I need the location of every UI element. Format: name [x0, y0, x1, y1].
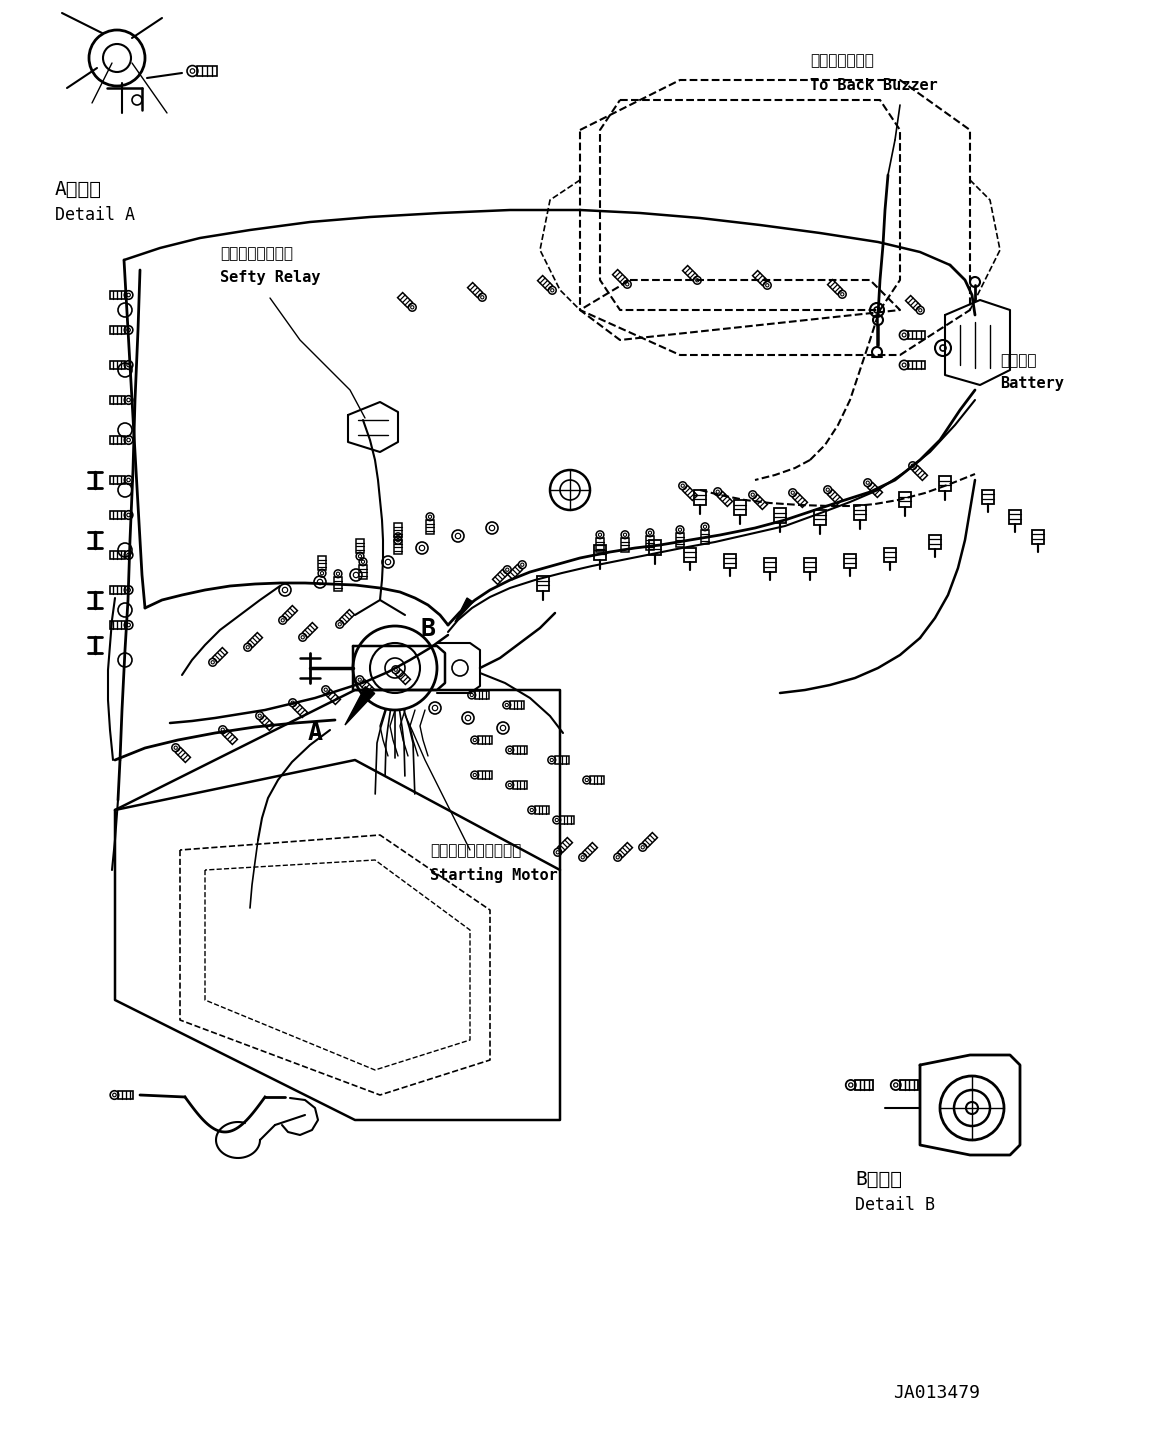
Polygon shape	[345, 687, 374, 724]
Text: To Back Buzzer: To Back Buzzer	[809, 78, 937, 92]
Text: A　詳細: A 詳細	[55, 180, 102, 199]
Text: セーフティリレー: セーフティリレー	[220, 245, 293, 261]
Text: B　詳細: B 詳細	[855, 1170, 902, 1189]
Text: B: B	[420, 618, 435, 641]
Text: Detail B: Detail B	[855, 1196, 935, 1214]
Polygon shape	[455, 597, 473, 622]
Text: バッテリ: バッテリ	[1000, 354, 1036, 368]
Text: JA013479: JA013479	[893, 1384, 980, 1403]
Text: スターティングモータ: スターティングモータ	[430, 843, 521, 859]
Text: A: A	[308, 722, 323, 745]
Text: Sefty Relay: Sefty Relay	[220, 270, 320, 286]
Text: バックブザーへ: バックブザーへ	[809, 53, 873, 68]
Text: Detail A: Detail A	[55, 206, 135, 224]
Text: Battery: Battery	[1000, 377, 1064, 391]
Text: Starting Motor: Starting Motor	[430, 867, 558, 883]
